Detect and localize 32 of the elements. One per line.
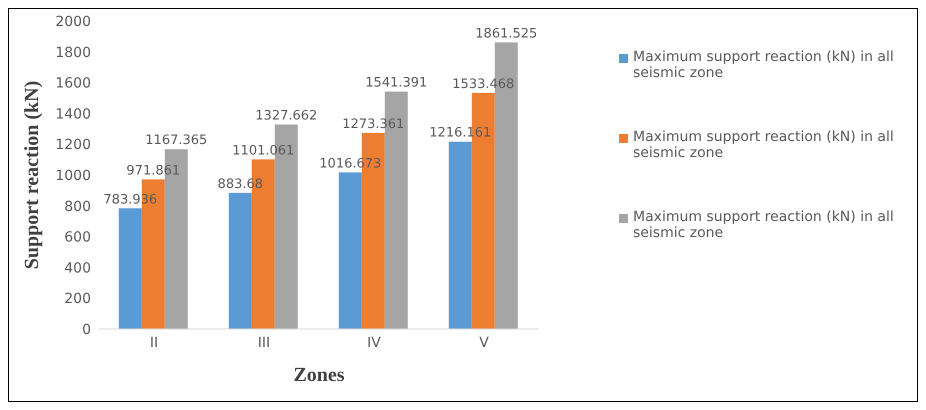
data-label: 1861.525 [475,26,538,42]
bar [118,208,142,329]
bar [448,142,472,329]
y-tick-label: 1800 [55,44,91,61]
y-tick-label: 2000 [55,14,91,30]
y-tick-label: 0 [82,322,91,338]
data-label: 1167.365 [145,133,208,148]
y-tick-label: 1400 [55,106,91,122]
x-axis-title: Zones [293,364,345,386]
data-label: 1541.391 [365,76,428,91]
y-tick-label: 200 [64,291,91,308]
y-axis-title: Support reaction (kN) [21,80,44,270]
data-label: 971.861 [126,163,180,178]
y-tick-label: 800 [64,198,91,215]
y-tick-label: 1600 [55,76,91,92]
legend-label: Maximum support reaction (kN) in all seismic zone [633,129,895,161]
x-tick-label: III [258,334,270,351]
x-tick-label: II [150,334,158,351]
legend-label: Maximum support reaction (kN) in all seismic zone [633,49,895,81]
bar [338,172,362,329]
data-label: 1327.662 [255,108,318,124]
y-tick-label: 1200 [55,137,91,154]
y-tick-label: 400 [64,260,91,276]
y-tick-label: 1000 [55,168,91,184]
legend-label: Maximum support reaction (kN) in all seismic zone [633,209,895,241]
data-label: 1273.361 [342,116,404,132]
x-tick-label: IV [367,334,382,351]
data-label: 1533.468 [452,76,514,92]
y-tick-label: 600 [64,230,91,246]
data-label: 1101.061 [232,143,294,158]
bar [228,192,252,329]
x-tick-label: V [479,334,490,351]
